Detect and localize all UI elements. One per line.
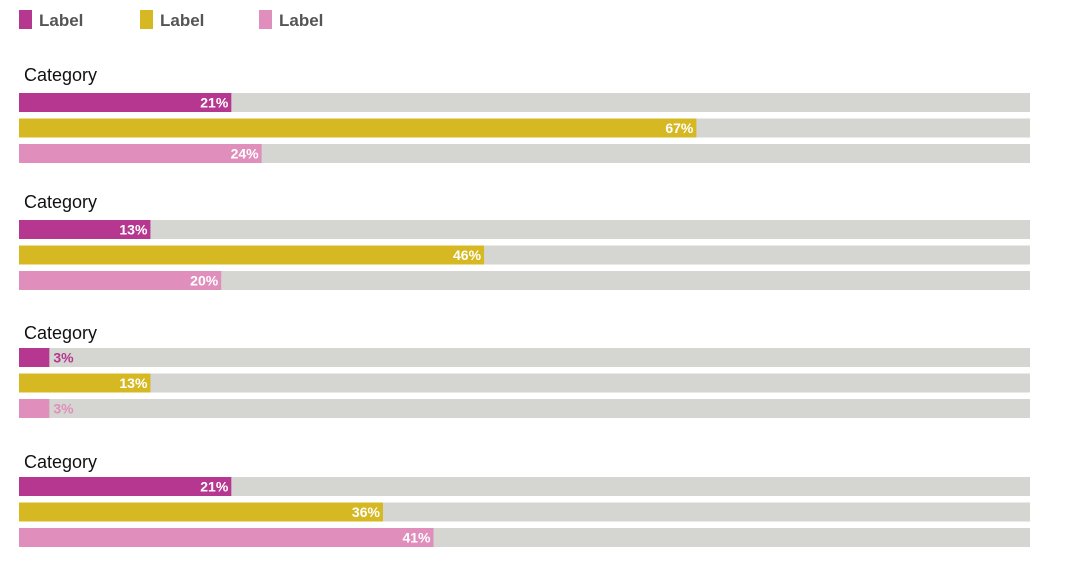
value-label: 36% xyxy=(352,504,381,520)
bar xyxy=(19,93,232,112)
category-group: Category 21% 36% 41% xyxy=(19,452,1030,547)
value-label: 46% xyxy=(453,247,482,263)
value-label: 21% xyxy=(200,479,229,495)
legend-label: Label xyxy=(39,11,83,30)
bar xyxy=(19,271,222,290)
legend-swatch xyxy=(140,10,153,29)
bar-track xyxy=(19,144,1030,163)
category-label: Category xyxy=(24,65,97,85)
bar-track xyxy=(19,399,1030,418)
legend-swatch xyxy=(259,10,272,29)
bar-track xyxy=(19,477,1030,496)
category-label: Category xyxy=(24,452,97,472)
bar xyxy=(19,118,697,138)
legend-swatch xyxy=(19,10,32,29)
legend-item: Label xyxy=(19,10,83,30)
value-label: 3% xyxy=(53,401,74,417)
bar-track xyxy=(19,93,1030,112)
value-label: 21% xyxy=(200,95,229,111)
bar xyxy=(19,144,262,163)
bar-track xyxy=(19,271,1030,290)
bar xyxy=(19,220,151,239)
bar xyxy=(19,399,50,418)
value-label: 41% xyxy=(402,530,431,546)
value-label: 67% xyxy=(665,120,694,136)
bar xyxy=(19,502,383,522)
legend: Label Label Label xyxy=(19,10,323,30)
bar-track xyxy=(19,348,1030,367)
value-label: 13% xyxy=(119,375,148,391)
bar xyxy=(19,348,50,367)
bar-groups: Category21%67%24%Category13%46%20%Catego… xyxy=(19,65,1030,547)
value-label: 13% xyxy=(119,222,148,238)
category-group: Category 3% 13% 3% xyxy=(19,323,1030,418)
legend-item: Label xyxy=(259,10,323,30)
value-label: 3% xyxy=(53,350,74,366)
bar-track xyxy=(19,373,1030,393)
bar xyxy=(19,477,232,496)
category-label: Category xyxy=(24,192,97,212)
bar xyxy=(19,373,151,393)
legend-label: Label xyxy=(279,11,323,30)
category-label: Category xyxy=(24,323,97,343)
bar xyxy=(19,245,485,265)
value-label: 24% xyxy=(231,146,260,162)
legend-item: Label xyxy=(140,10,204,30)
legend-label: Label xyxy=(160,11,204,30)
category-group: Category 21% 67% 24% xyxy=(19,65,1030,163)
bar xyxy=(19,528,434,547)
bar-track xyxy=(19,220,1030,239)
category-group: Category 13% 46% 20% xyxy=(19,192,1030,290)
value-label: 20% xyxy=(190,273,219,289)
